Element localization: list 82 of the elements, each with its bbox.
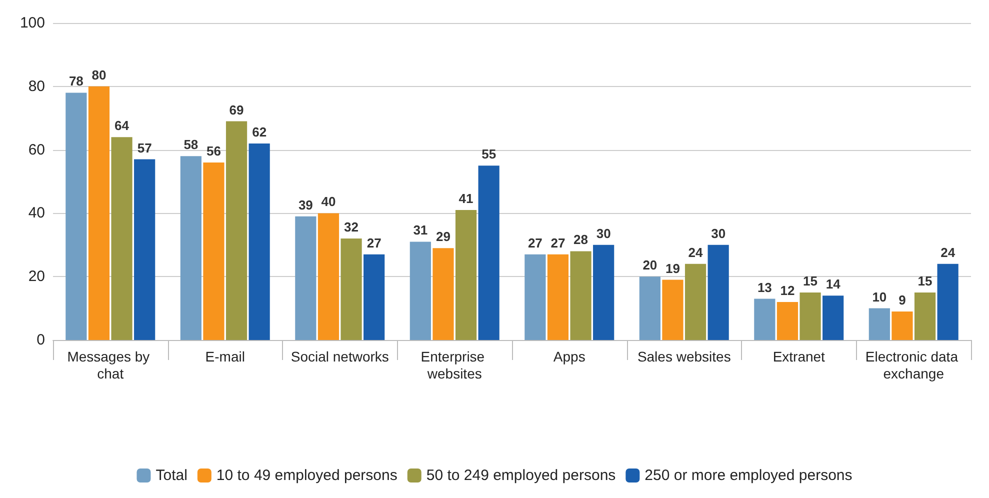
bar bbox=[776, 302, 798, 340]
y-tick-label: 60 bbox=[28, 141, 45, 158]
data-label: 78 bbox=[68, 74, 84, 89]
legend-label: 50 to 249 employed persons bbox=[426, 467, 616, 484]
data-label: 14 bbox=[826, 276, 842, 292]
bar bbox=[593, 244, 614, 340]
data-label: 30 bbox=[596, 226, 611, 241]
bar bbox=[914, 292, 936, 340]
bar bbox=[662, 280, 684, 340]
data-label: 27 bbox=[528, 235, 542, 250]
bar bbox=[639, 276, 660, 340]
bar bbox=[88, 86, 110, 340]
bar bbox=[754, 298, 776, 340]
data-label: 55 bbox=[482, 146, 496, 162]
data-label: 31 bbox=[413, 222, 428, 238]
data-label: 15 bbox=[918, 273, 932, 288]
bar bbox=[203, 162, 224, 340]
data-label: 27 bbox=[366, 235, 382, 250]
bar bbox=[478, 166, 500, 340]
x-tick-label: Social networks bbox=[290, 348, 389, 364]
data-label: 64 bbox=[114, 118, 130, 134]
data-label: 20 bbox=[642, 258, 658, 273]
y-tick-label: 100 bbox=[20, 14, 45, 32]
data-label: 62 bbox=[252, 124, 267, 140]
data-label: 41 bbox=[458, 191, 474, 206]
data-label: 40 bbox=[321, 194, 336, 210]
y-tick-label: 20 bbox=[28, 268, 45, 286]
bar bbox=[455, 210, 477, 340]
data-label: 58 bbox=[184, 137, 198, 152]
data-label: 57 bbox=[137, 140, 152, 156]
bar bbox=[684, 264, 706, 340]
data-label: 19 bbox=[665, 260, 680, 276]
bar bbox=[432, 248, 454, 340]
bar bbox=[892, 311, 913, 340]
data-label: 24 bbox=[940, 244, 956, 260]
data-label: 56 bbox=[206, 143, 221, 158]
bar bbox=[800, 292, 821, 340]
bar bbox=[295, 216, 316, 340]
data-label: 10 bbox=[872, 289, 887, 304]
data-label: 30 bbox=[711, 226, 726, 241]
data-label: 27 bbox=[550, 235, 566, 250]
bar bbox=[318, 213, 340, 340]
x-tick-label: Enterprise websites bbox=[420, 348, 488, 382]
data-label: 32 bbox=[344, 220, 359, 235]
bar bbox=[364, 254, 385, 340]
bar bbox=[66, 92, 87, 340]
data-label: 29 bbox=[436, 229, 450, 244]
bar bbox=[524, 254, 546, 340]
x-tick-label: Messages by chat bbox=[67, 348, 154, 382]
data-label: 69 bbox=[229, 102, 244, 118]
legend-label: Total bbox=[156, 467, 188, 484]
bar bbox=[547, 254, 569, 340]
x-tick-label: Apps bbox=[553, 348, 586, 364]
legend-label: 250 or more employed persons bbox=[644, 467, 852, 484]
data-label: 15 bbox=[803, 273, 818, 288]
y-tick-label: 0 bbox=[36, 332, 45, 348]
bar bbox=[226, 121, 248, 340]
data-label: 12 bbox=[780, 282, 795, 298]
bar bbox=[248, 143, 270, 340]
bar bbox=[822, 296, 844, 340]
bar bbox=[180, 156, 202, 340]
y-tick-label: 40 bbox=[28, 204, 45, 222]
data-label: 9 bbox=[898, 292, 906, 308]
data-label: 28 bbox=[574, 232, 588, 248]
data-label: 24 bbox=[688, 244, 704, 260]
bar bbox=[708, 244, 729, 340]
data-label: 39 bbox=[298, 197, 313, 212]
bar bbox=[868, 308, 890, 340]
x-tick-label: E-mail bbox=[205, 348, 245, 364]
legend-label: 10 to 49 employed persons bbox=[216, 467, 398, 484]
bar bbox=[134, 159, 156, 340]
bar bbox=[410, 242, 431, 340]
bar bbox=[111, 137, 132, 340]
bar bbox=[340, 238, 362, 340]
bar bbox=[570, 251, 592, 340]
data-label: 13 bbox=[757, 280, 772, 295]
y-tick-label: 80 bbox=[28, 78, 45, 95]
data-label: 80 bbox=[92, 67, 106, 82]
bar bbox=[937, 264, 958, 340]
x-tick-label: Extranet bbox=[772, 348, 826, 364]
x-tick-label: Sales websites bbox=[637, 348, 731, 364]
x-tick-label: Electronic data exchange bbox=[865, 348, 962, 382]
